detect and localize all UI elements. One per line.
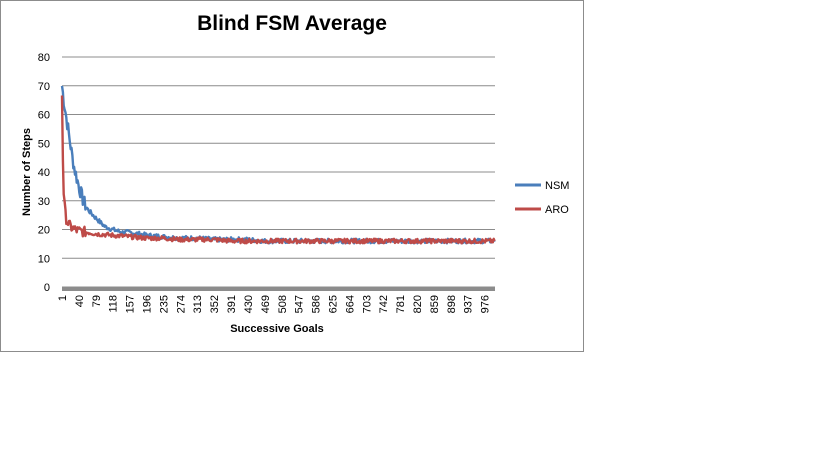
series-line-nsm <box>60 85 496 245</box>
x-tick-label: 625 <box>327 295 339 313</box>
legend-label-nsm: NSM <box>545 180 569 192</box>
x-tick-label: 742 <box>378 295 390 313</box>
y-tick-label: 70 <box>38 81 50 93</box>
x-tick-label: 157 <box>125 295 137 313</box>
chart-frame <box>0 0 584 352</box>
x-axis-label: Successive Goals <box>230 323 324 335</box>
y-axis-label: Number of Steps <box>21 128 33 216</box>
x-tick-label: 235 <box>158 295 170 313</box>
y-tick-label: 80 <box>38 52 50 64</box>
x-tick-label: 937 <box>463 295 475 313</box>
y-tick-label: 20 <box>38 225 50 237</box>
x-axis-ticks: 1 40 79 118 157 196 235 274 313 352 391 430 469 508 54… <box>57 295 492 313</box>
x-tick-label: 898 <box>446 295 458 313</box>
y-tick-label: 30 <box>38 196 50 208</box>
x-tick-label: 859 <box>429 295 441 313</box>
y-axis-ticks: 0 10 20 30 40 50 60 70 80 <box>38 52 50 294</box>
x-tick-label: 508 <box>277 295 289 313</box>
y-tick-label: 40 <box>38 167 50 179</box>
x-tick-label: 40 <box>74 295 86 307</box>
y-tick-label: 50 <box>38 138 50 150</box>
x-tick-label: 586 <box>311 295 323 313</box>
legend: NSM ARO <box>515 180 569 216</box>
x-tick-label: 274 <box>175 295 187 313</box>
x-tick-label: 547 <box>294 295 306 313</box>
x-tick-label: 352 <box>209 295 221 313</box>
y-tick-label: 10 <box>38 253 50 265</box>
x-tick-label: 1 <box>57 295 69 301</box>
x-tick-label: 118 <box>108 295 120 313</box>
x-tick-label: 976 <box>480 295 492 313</box>
x-axis-line <box>62 287 495 291</box>
x-tick-label: 820 <box>412 295 424 313</box>
chart-title: Blind FSM Average <box>197 12 387 35</box>
x-tick-label: 79 <box>91 295 103 307</box>
x-tick-label: 430 <box>243 295 255 313</box>
y-tick-label: 0 <box>44 282 50 294</box>
x-tick-label: 196 <box>142 295 154 313</box>
x-tick-label: 391 <box>226 295 238 313</box>
series-line-aro <box>60 95 496 245</box>
x-tick-label: 703 <box>361 295 373 313</box>
x-tick-label: 469 <box>260 295 272 313</box>
x-tick-label: 781 <box>395 295 407 313</box>
y-tick-label: 60 <box>38 110 50 122</box>
x-tick-label: 313 <box>192 295 204 313</box>
legend-label-aro: ARO <box>545 204 569 216</box>
x-tick-label: 664 <box>344 295 356 313</box>
grid-lines <box>62 56 495 291</box>
series-lines <box>60 85 496 245</box>
